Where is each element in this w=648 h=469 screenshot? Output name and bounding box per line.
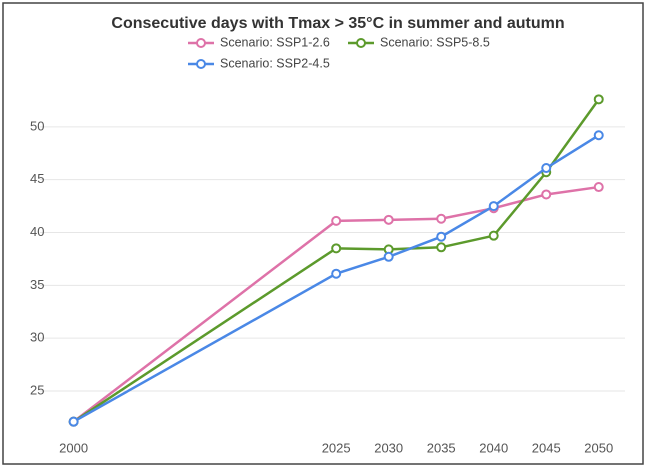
legend-label: Scenario: SSP1-2.6 — [220, 35, 330, 49]
y-tick-label: 30 — [30, 330, 44, 345]
point — [68, 416, 79, 427]
x-tick-label: 2045 — [532, 440, 561, 455]
point — [331, 243, 342, 254]
point — [593, 182, 604, 193]
y-tick-label: 50 — [30, 118, 44, 133]
legend-marker — [356, 38, 366, 48]
x-tick-label: 2025 — [322, 440, 351, 455]
y-tick-label: 40 — [30, 224, 44, 239]
point — [593, 94, 604, 105]
x-tick-label: 2050 — [584, 440, 613, 455]
legend-marker — [196, 59, 206, 69]
legend-label: Scenario: SSP5-8.5 — [380, 35, 490, 49]
x-tick-label: 2030 — [374, 440, 403, 455]
point — [541, 189, 552, 200]
y-tick-label: 25 — [30, 382, 44, 397]
point — [488, 201, 499, 212]
chart-title: Consecutive days with Tmax > 35°C in sum… — [111, 15, 564, 32]
x-tick-label: 2035 — [427, 440, 456, 455]
y-tick-label: 45 — [30, 171, 44, 186]
point — [436, 213, 447, 224]
point — [331, 268, 342, 279]
frame — [2, 2, 644, 465]
point — [331, 215, 342, 226]
legend-marker — [196, 38, 206, 48]
point — [436, 242, 447, 253]
point — [593, 130, 604, 141]
y-tick-label: 35 — [30, 277, 44, 292]
point — [436, 231, 447, 242]
point — [488, 230, 499, 241]
point — [383, 214, 394, 225]
point — [383, 251, 394, 262]
x-tick-label: 2040 — [479, 440, 508, 455]
point — [541, 163, 552, 174]
x-tick-label: 2000 — [59, 440, 88, 455]
legend-label: Scenario: SSP2-4.5 — [220, 56, 330, 70]
